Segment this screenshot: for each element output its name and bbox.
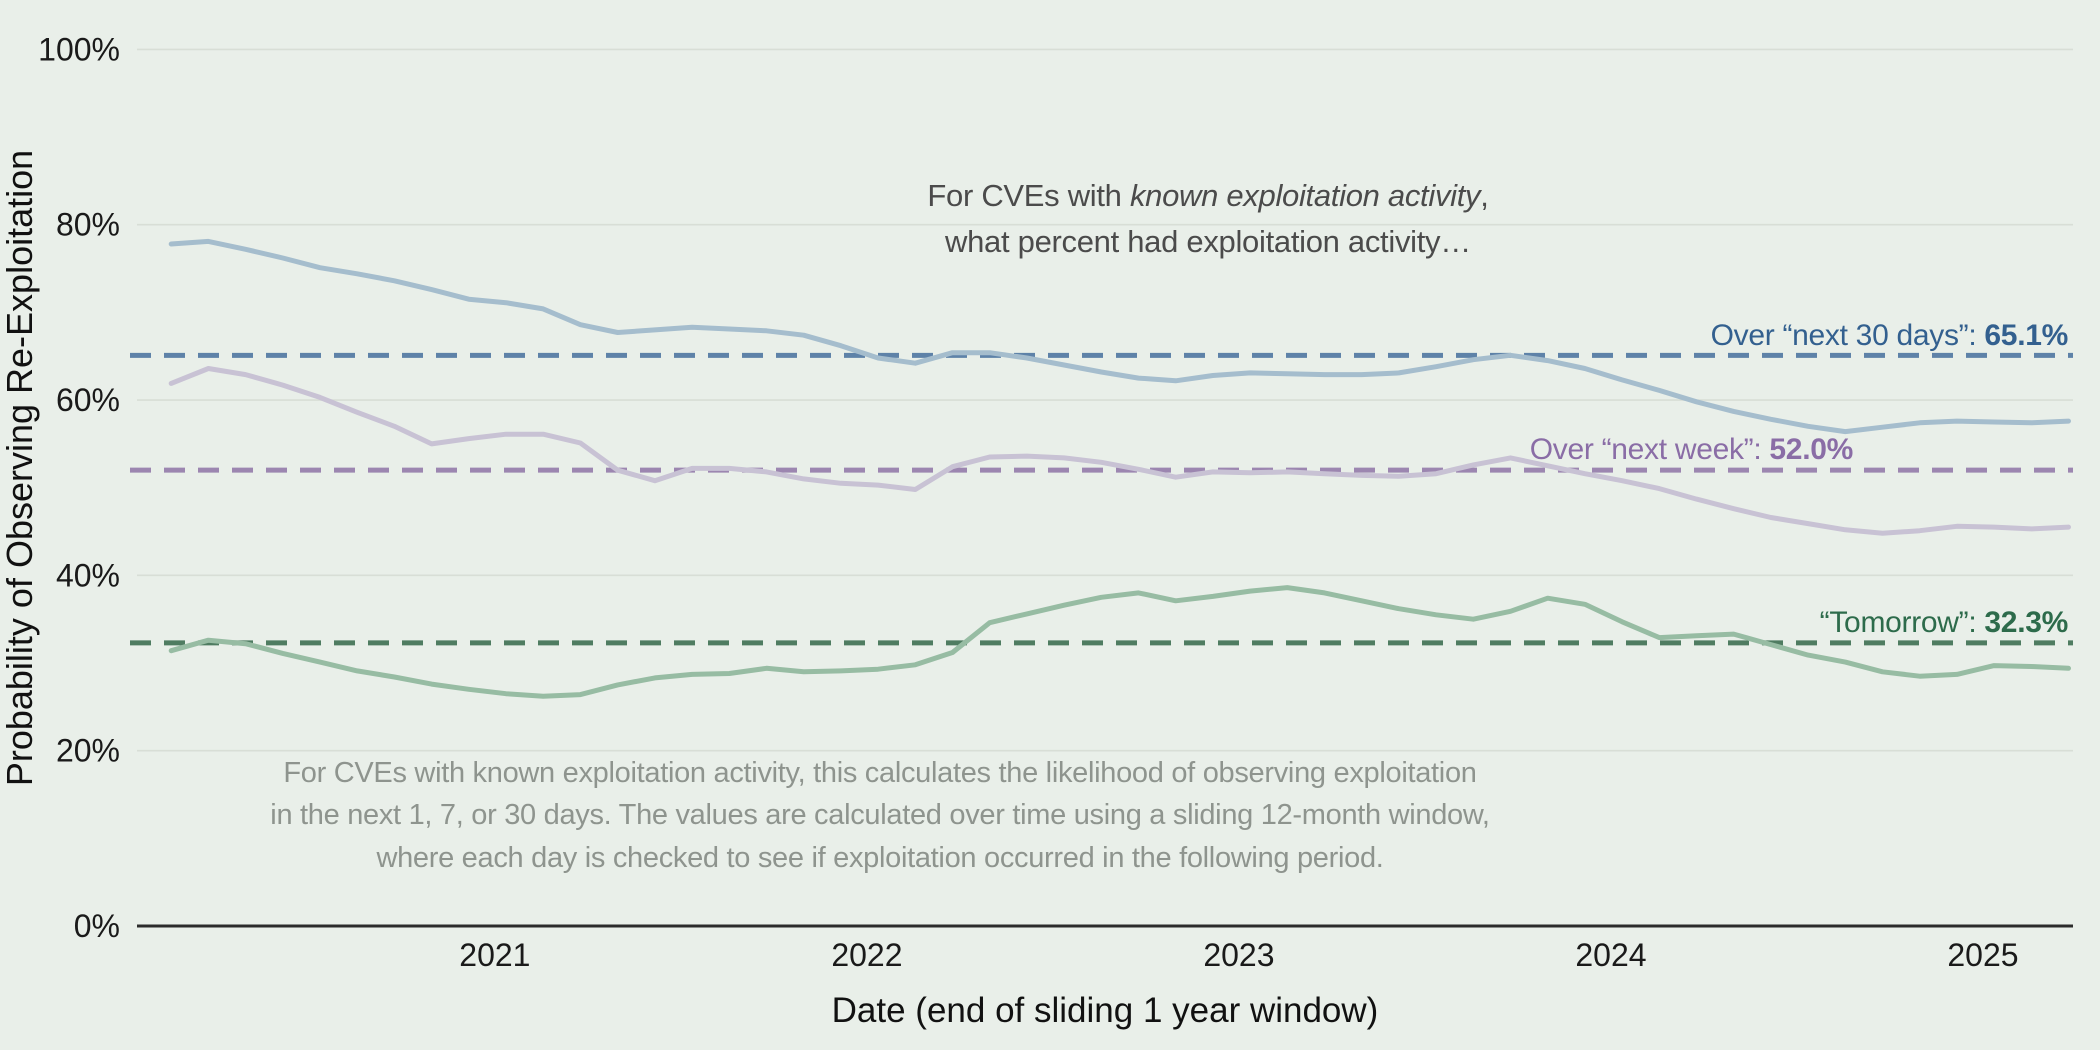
y-axis-title: Probability of Observing Re-Exploitation xyxy=(0,150,40,786)
y-tick-0%: 0% xyxy=(74,908,120,944)
series-label-next-week: Over “next week”: 52.0% xyxy=(1530,433,1853,466)
caption-line2: in the next 1, 7, or 30 days. The values… xyxy=(270,799,1489,831)
series-line-tomorrow xyxy=(168,585,2071,699)
series-label-value-next-30-days: 65.1% xyxy=(1984,319,2068,352)
series-label-text-next-30-days: Over “next 30 days”: xyxy=(1711,319,1985,352)
series-label-tomorrow: “Tomorrow”: 32.3% xyxy=(1820,606,2068,639)
series-label-next-30-days: Over “next 30 days”: 65.1% xyxy=(1711,319,2068,352)
series-label-value-next-week: 52.0% xyxy=(1769,433,1853,466)
series-labels: Over “next 30 days”: 65.1% Over “next wee… xyxy=(1530,319,2069,639)
series-label-text-tomorrow: “Tomorrow”: xyxy=(1820,606,1985,639)
series-lines xyxy=(168,238,2071,699)
gridlines xyxy=(137,48,2073,752)
x-tick-2021: 2021 xyxy=(459,937,530,973)
x-tick-2023: 2023 xyxy=(1203,937,1274,973)
series-line-next-week xyxy=(168,366,2071,536)
chart-title-line2: what percent had exploitation activity… xyxy=(944,224,1471,259)
chart-title-line1-post: , xyxy=(1480,178,1488,213)
x-tick-2024: 2024 xyxy=(1575,937,1646,973)
y-tick-80%: 80% xyxy=(56,207,120,243)
y-tick-60%: 60% xyxy=(56,382,120,418)
caption-line3: where each day is checked to see if expl… xyxy=(375,842,1383,874)
y-tick-20%: 20% xyxy=(56,733,120,769)
series-label-text-next-week: Over “next week”: xyxy=(1530,433,1770,466)
reference-lines xyxy=(130,352,2073,646)
caption-line1: For CVEs with known exploitation activit… xyxy=(283,757,1476,789)
chart-title-line1-pre: For CVEs with xyxy=(927,178,1130,213)
x-tick-2022: 2022 xyxy=(831,937,902,973)
x-axis-title: Date (end of sliding 1 year window) xyxy=(832,991,1379,1030)
tick-labels: 0% 20% 40% 60% 80% 100% 2021 2022 2023 2024 2025 xyxy=(38,31,2018,973)
chart-title-line1-italic: known exploitation activity xyxy=(1130,178,1483,213)
series-line-next-30-days xyxy=(168,238,2071,435)
series-label-value-tomorrow: 32.3% xyxy=(1984,606,2068,639)
x-tick-2025: 2025 xyxy=(1947,937,2018,973)
y-tick-40%: 40% xyxy=(56,557,120,593)
chart-title-line1: For CVEs with known exploitation activit… xyxy=(927,178,1488,213)
y-tick-100%: 100% xyxy=(38,31,120,67)
